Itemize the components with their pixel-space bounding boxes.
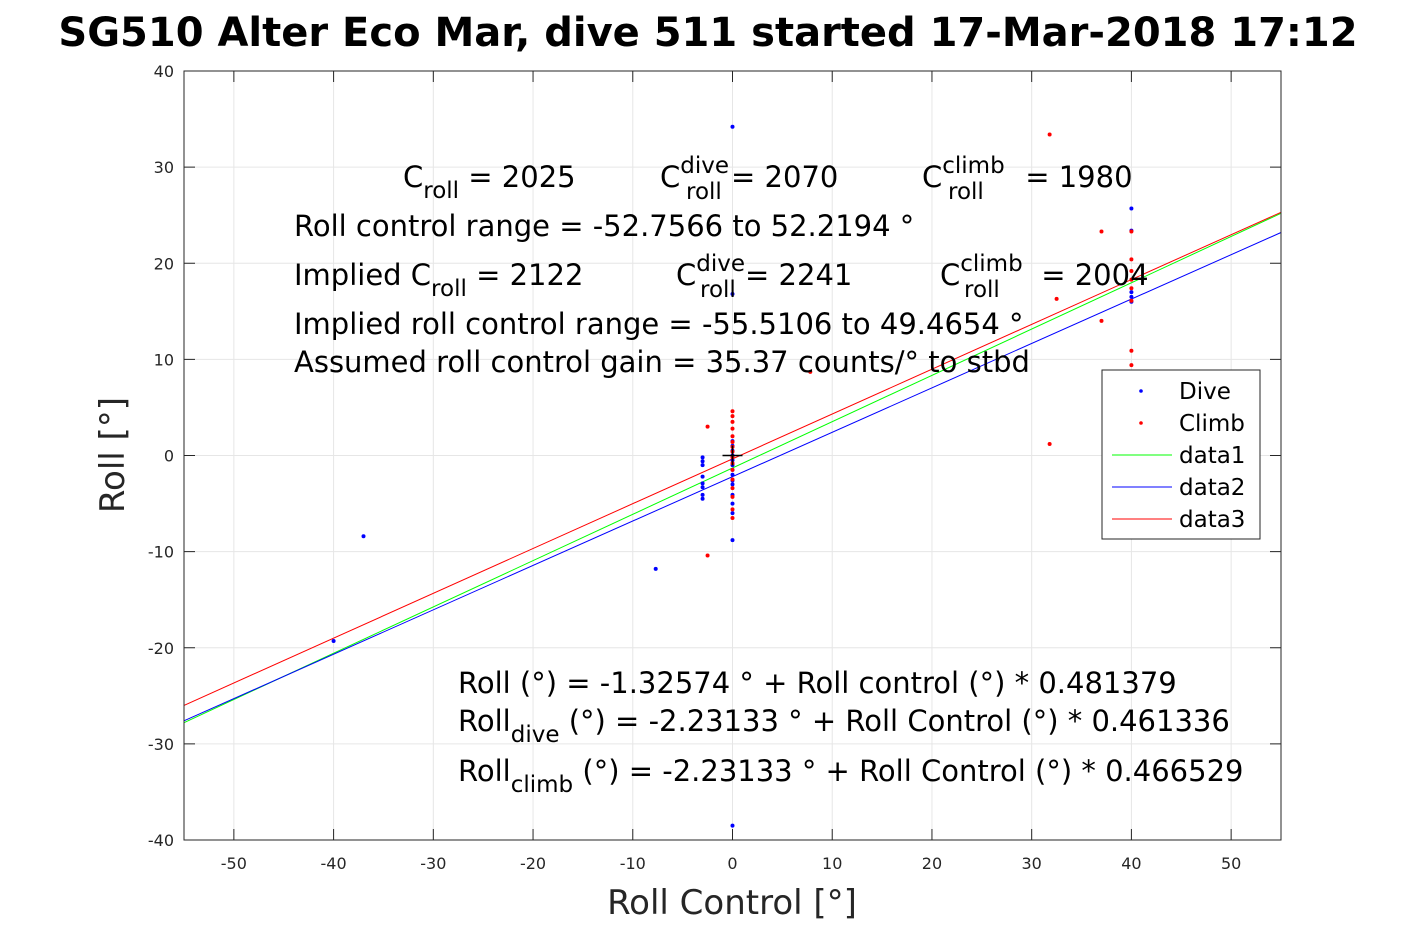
annotation-implied-c-dive: Cdive roll = 2241 <box>676 251 852 303</box>
point-climb <box>730 414 735 419</box>
y-tick-label: -40 <box>148 831 174 850</box>
x-tick-label: 30 <box>1022 854 1042 873</box>
point-climb <box>730 494 735 499</box>
point-climb <box>1129 268 1134 273</box>
point-climb <box>1129 257 1134 262</box>
point-climb <box>730 477 735 482</box>
annotation-fit-climb: Rollclimb (°) = -2.23133 ° + Roll Contro… <box>458 754 1243 798</box>
y-tick-label: -10 <box>148 543 174 562</box>
legend-dive-label: Dive <box>1179 379 1231 405</box>
point-climb <box>1129 298 1134 303</box>
point-dive <box>730 482 735 487</box>
point-dive <box>361 534 366 539</box>
point-dive <box>730 823 735 828</box>
point-climb <box>1129 286 1134 291</box>
point-climb <box>1099 229 1104 234</box>
point-climb <box>730 467 735 472</box>
legend: Dive Climb data1 data2 data3 <box>1101 369 1261 540</box>
y-tick-label: -30 <box>148 735 174 754</box>
point-climb <box>730 426 735 431</box>
y-tick-label: 0 <box>164 447 174 466</box>
x-tick-label: -40 <box>321 854 347 873</box>
annotation-implied-c-roll: Implied Croll = 2122 <box>294 258 583 302</box>
annotation-gain: Assumed roll control gain = 35.37 counts… <box>294 345 1030 379</box>
point-climb <box>730 486 735 491</box>
point-dive <box>1129 206 1134 211</box>
point-dive <box>1129 290 1134 295</box>
point-dive <box>1129 294 1134 299</box>
legend-data3-label: data3 <box>1179 507 1245 533</box>
annotation-fit-all: Roll (°) = -1.32574 ° + Roll control (°)… <box>458 666 1177 700</box>
point-dive <box>730 472 735 477</box>
x-tick-label: 50 <box>1221 854 1241 873</box>
point-dive <box>700 455 705 460</box>
point-dive <box>730 511 735 516</box>
origin-marker <box>722 445 743 466</box>
point-climb <box>730 440 735 445</box>
axis-ticks: -50 -40 -30 -20 -10 0 10 20 30 40 50 -40 -30 -20 -10 0 1… <box>148 62 1281 873</box>
annotation-block-fits: Roll (°) = -1.32574 ° + Roll control (°)… <box>458 666 1243 798</box>
x-tick-label: 0 <box>727 854 737 873</box>
annotation-roll-control-range: Roll control range = -52.7566 to 52.2194… <box>294 209 914 243</box>
x-tick-label: 40 <box>1121 854 1141 873</box>
annotation-c-roll-dive: Cdive roll = 2070 <box>660 153 838 205</box>
point-climb <box>730 409 735 414</box>
annotation-implied-range: Implied roll control range = -55.5106 to… <box>294 307 1024 341</box>
y-tick-label: 20 <box>154 254 174 273</box>
x-tick-label: -50 <box>221 854 247 873</box>
point-dive <box>700 463 705 468</box>
x-axis-label: Roll Control [°] <box>607 883 857 923</box>
y-axis-label: Roll [°] <box>93 397 133 513</box>
point-climb <box>1054 296 1059 301</box>
point-climb <box>1047 132 1052 137</box>
x-tick-label: -20 <box>520 854 546 873</box>
point-dive <box>700 496 705 501</box>
point-climb <box>705 553 710 558</box>
point-climb <box>730 515 735 520</box>
point-dive <box>700 481 705 486</box>
y-tick-label: -20 <box>148 639 174 658</box>
point-climb <box>1129 348 1134 353</box>
point-climb <box>730 419 735 424</box>
legend-dive-marker <box>1139 389 1143 393</box>
point-climb <box>1129 229 1134 234</box>
point-dive <box>700 474 705 479</box>
point-climb <box>1129 277 1134 282</box>
legend-data2-label: data2 <box>1179 475 1245 501</box>
annotation-block-top: Croll = 2025 Cdive roll = 2070 Cclimb roll… <box>294 153 1149 379</box>
point-dive <box>730 124 735 129</box>
point-climb <box>1047 441 1052 446</box>
annotation-c-roll-climb: Cclimb roll = 1980 <box>922 153 1133 205</box>
y-tick-label: 40 <box>154 62 174 81</box>
legend-climb-marker <box>1139 421 1143 425</box>
point-dive <box>730 501 735 506</box>
x-tick-label: -10 <box>620 854 646 873</box>
point-climb <box>730 507 735 512</box>
y-tick-label: 30 <box>154 158 174 177</box>
point-climb <box>730 434 735 439</box>
point-dive <box>730 538 735 543</box>
chart-title: SG510 Alter Eco Mar, dive 511 started 17… <box>58 10 1357 56</box>
legend-data1-label: data1 <box>1179 443 1245 469</box>
point-dive <box>700 492 705 497</box>
point-climb <box>808 369 813 374</box>
x-tick-label: 20 <box>922 854 942 873</box>
x-tick-label: 10 <box>822 854 842 873</box>
point-dive <box>653 566 658 571</box>
annotation-fit-dive: Rolldive (°) = -2.23133 ° + Roll Control… <box>458 704 1230 748</box>
point-dive <box>700 459 705 464</box>
point-climb <box>705 424 710 429</box>
point-climb <box>1099 318 1104 323</box>
annotation-c-roll: Croll = 2025 <box>403 160 576 204</box>
data-points <box>331 124 1134 828</box>
point-dive <box>331 639 336 644</box>
point-dive <box>730 292 735 297</box>
point-dive <box>700 485 705 490</box>
annotation-implied-c-climb: Cclimb roll = 2004 <box>940 251 1149 303</box>
x-tick-label: -30 <box>420 854 446 873</box>
point-climb <box>1129 363 1134 368</box>
legend-climb-label: Climb <box>1179 411 1245 437</box>
y-tick-label: 10 <box>154 350 174 369</box>
